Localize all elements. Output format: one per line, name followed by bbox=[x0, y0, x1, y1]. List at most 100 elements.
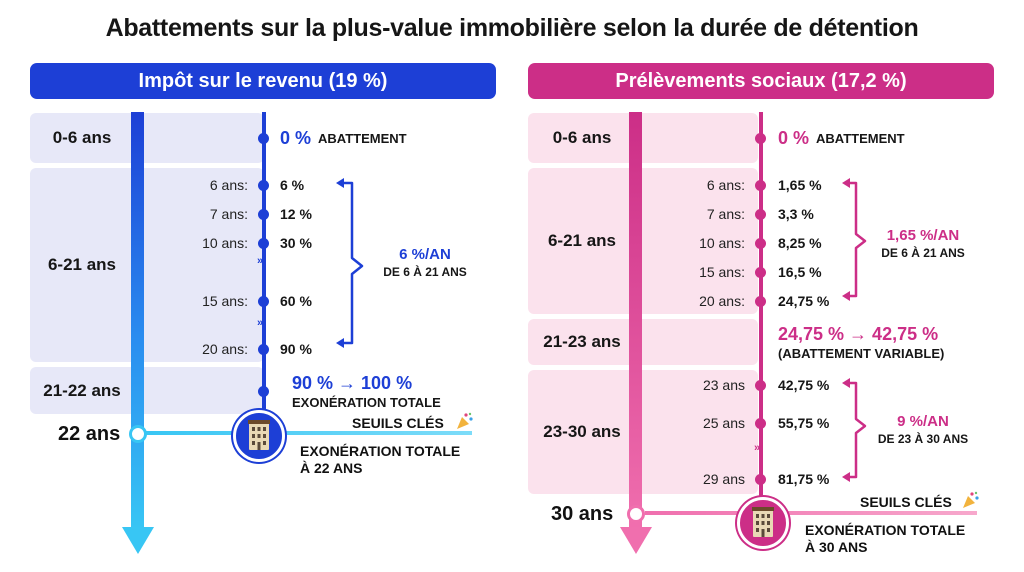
ps-row-year: 10 ans: bbox=[699, 235, 745, 251]
ps-zero-value: 0 % bbox=[778, 128, 810, 148]
ir-final-label: EXONÉRATION TOTALE bbox=[292, 395, 441, 410]
ps-zero-label: ABATTEMENT bbox=[816, 131, 905, 146]
ir-zero-label: ABATTEMENT bbox=[318, 131, 407, 146]
ps-row-value: 8,25 % bbox=[778, 235, 822, 251]
ir-row-value: 60 % bbox=[280, 293, 312, 309]
ir-timeline bbox=[262, 112, 266, 436]
ps-header: Prélèvements sociaux (17,2 %) bbox=[528, 63, 994, 99]
ir-period-label: 6-21 ans bbox=[47, 255, 117, 274]
building-icon bbox=[248, 420, 270, 450]
ps-period-label: 6-21 ans bbox=[547, 231, 617, 250]
ir-seuils-label: SEUILS CLÉS bbox=[352, 415, 444, 431]
ps-threshold-marker bbox=[627, 505, 645, 523]
ps-row-value: 1,65 % bbox=[778, 177, 822, 193]
ir-rate-sub: DE 6 À 21 ANS bbox=[383, 265, 467, 279]
ps-exoneration-line2: À 30 ANS bbox=[805, 539, 868, 555]
ps-band-0-6 bbox=[528, 113, 758, 163]
ps-row-year: 6 ans: bbox=[706, 177, 745, 193]
ir-timeline-dot bbox=[258, 209, 269, 220]
ir-row-value: 6 % bbox=[280, 177, 305, 193]
ps-threshold-label: 30 ans bbox=[551, 503, 614, 525]
ir-exoneration-line1: EXONÉRATION TOTALE bbox=[300, 443, 461, 459]
ps-timeline-dot bbox=[755, 474, 766, 485]
ps-row-year: 7 ans: bbox=[706, 206, 745, 222]
ps-bracket-2 bbox=[842, 378, 867, 482]
ir-row-value: 90 % bbox=[280, 341, 312, 357]
page-title: Abattements sur la plus-value immobilièr… bbox=[105, 14, 919, 42]
ps-row-value: 55,75 % bbox=[778, 415, 830, 431]
ps-row-value: 42,75 % bbox=[778, 377, 830, 393]
ir-threshold-line bbox=[146, 431, 472, 435]
ps-seuils-label: SEUILS CLÉS bbox=[860, 494, 952, 510]
ps-mid-label: (ABATTEMENT VARIABLE) bbox=[778, 346, 945, 361]
ps-badge bbox=[737, 497, 789, 549]
ir-row-year: 6 ans: bbox=[209, 177, 248, 193]
ir-timeline-dot bbox=[258, 180, 269, 191]
ps-band-23-30 bbox=[528, 370, 758, 494]
ir-threshold-label: 22 ans bbox=[58, 423, 121, 445]
ps-row-year: 23 ans bbox=[702, 377, 745, 393]
ps-rate-2-sub: DE 23 À 30 ANS bbox=[877, 432, 969, 446]
ps-row-value: 16,5 % bbox=[778, 264, 822, 280]
ir-final-value: 90 % → 100 % bbox=[292, 373, 413, 393]
ps-timeline-dot bbox=[755, 418, 766, 429]
ir-row-year: 10 ans: bbox=[202, 235, 248, 251]
ps-threshold-line bbox=[645, 511, 977, 515]
ir-row-year: 15 ans: bbox=[202, 293, 248, 309]
ps-exoneration-line1: EXONÉRATION TOTALE bbox=[805, 522, 966, 538]
ps-rate-2: 9 %/AN bbox=[897, 413, 949, 430]
ps-timeline-dot bbox=[755, 238, 766, 249]
ps-row-value: 3,3 % bbox=[778, 206, 814, 222]
ps-timeline-dot bbox=[755, 296, 766, 307]
ps-timeline-dot bbox=[755, 380, 766, 391]
ps-row-year: 20 ans: bbox=[699, 293, 745, 309]
ps-row-year: 15 ans: bbox=[699, 264, 745, 280]
chevron-down-icon: » bbox=[257, 255, 264, 267]
ps-row-value: 81,75 % bbox=[778, 471, 830, 487]
ir-period-label: 21-22 ans bbox=[43, 380, 121, 400]
ps-period-label: 0-6 ans bbox=[552, 128, 612, 147]
ps-row-value: 24,75 % bbox=[778, 293, 830, 309]
chevron-down-icon: » bbox=[257, 317, 264, 329]
ir-timeline-dot bbox=[258, 344, 269, 355]
ps-time-arrow bbox=[620, 112, 652, 554]
ir-timeline-dot bbox=[258, 238, 269, 249]
ps-row-year: 29 ans bbox=[702, 471, 745, 487]
ir-zero-value: 0 % bbox=[280, 128, 312, 148]
ps-rate-1-sub: DE 6 À 21 ANS bbox=[881, 246, 965, 260]
ps-row-year: 25 ans bbox=[702, 415, 745, 431]
ps-timeline-dot bbox=[755, 209, 766, 220]
ps-timeline-dot bbox=[755, 133, 766, 144]
ir-row-year: 7 ans: bbox=[209, 206, 248, 222]
building-icon bbox=[752, 507, 774, 537]
party-popper-icon bbox=[963, 491, 979, 508]
ps-band-21-23 bbox=[528, 319, 758, 365]
ir-period-label: 0-6 ans bbox=[52, 128, 112, 147]
ir-timeline-dot bbox=[258, 296, 269, 307]
ir-threshold-marker bbox=[129, 425, 147, 443]
ir-timeline-dot bbox=[258, 386, 269, 397]
ps-period-label: 21-23 ans bbox=[543, 332, 621, 351]
ir-band-0-6 bbox=[30, 113, 264, 163]
ir-band-6-21 bbox=[30, 168, 264, 362]
ir-exoneration-line2: À 22 ANS bbox=[300, 460, 363, 476]
ir-rate: 6 %/AN bbox=[399, 246, 451, 263]
ps-timeline-dot bbox=[755, 267, 766, 278]
ir-time-arrow bbox=[122, 112, 154, 554]
party-popper-icon bbox=[457, 412, 473, 429]
ir-bracket bbox=[336, 178, 364, 348]
chevron-down-icon: » bbox=[754, 442, 761, 454]
ir-badge bbox=[233, 410, 285, 462]
ir-row-value: 30 % bbox=[280, 235, 312, 251]
ir-row-value: 12 % bbox=[280, 206, 312, 222]
ps-rate-1: 1,65 %/AN bbox=[886, 227, 960, 244]
ir-row-year: 20 ans: bbox=[202, 341, 248, 357]
ir-timeline-dot bbox=[258, 133, 269, 144]
ps-band-6-21 bbox=[528, 168, 758, 314]
ps-period-label: 23-30 ans bbox=[543, 422, 621, 441]
ir-band-21-22 bbox=[30, 367, 264, 414]
ps-mid-value: 24,75 % → 42,75 % bbox=[778, 324, 939, 344]
ps-timeline-dot bbox=[755, 180, 766, 191]
ir-header: Impôt sur le revenu (19 %) bbox=[30, 63, 496, 99]
ps-bracket-1 bbox=[842, 178, 867, 301]
